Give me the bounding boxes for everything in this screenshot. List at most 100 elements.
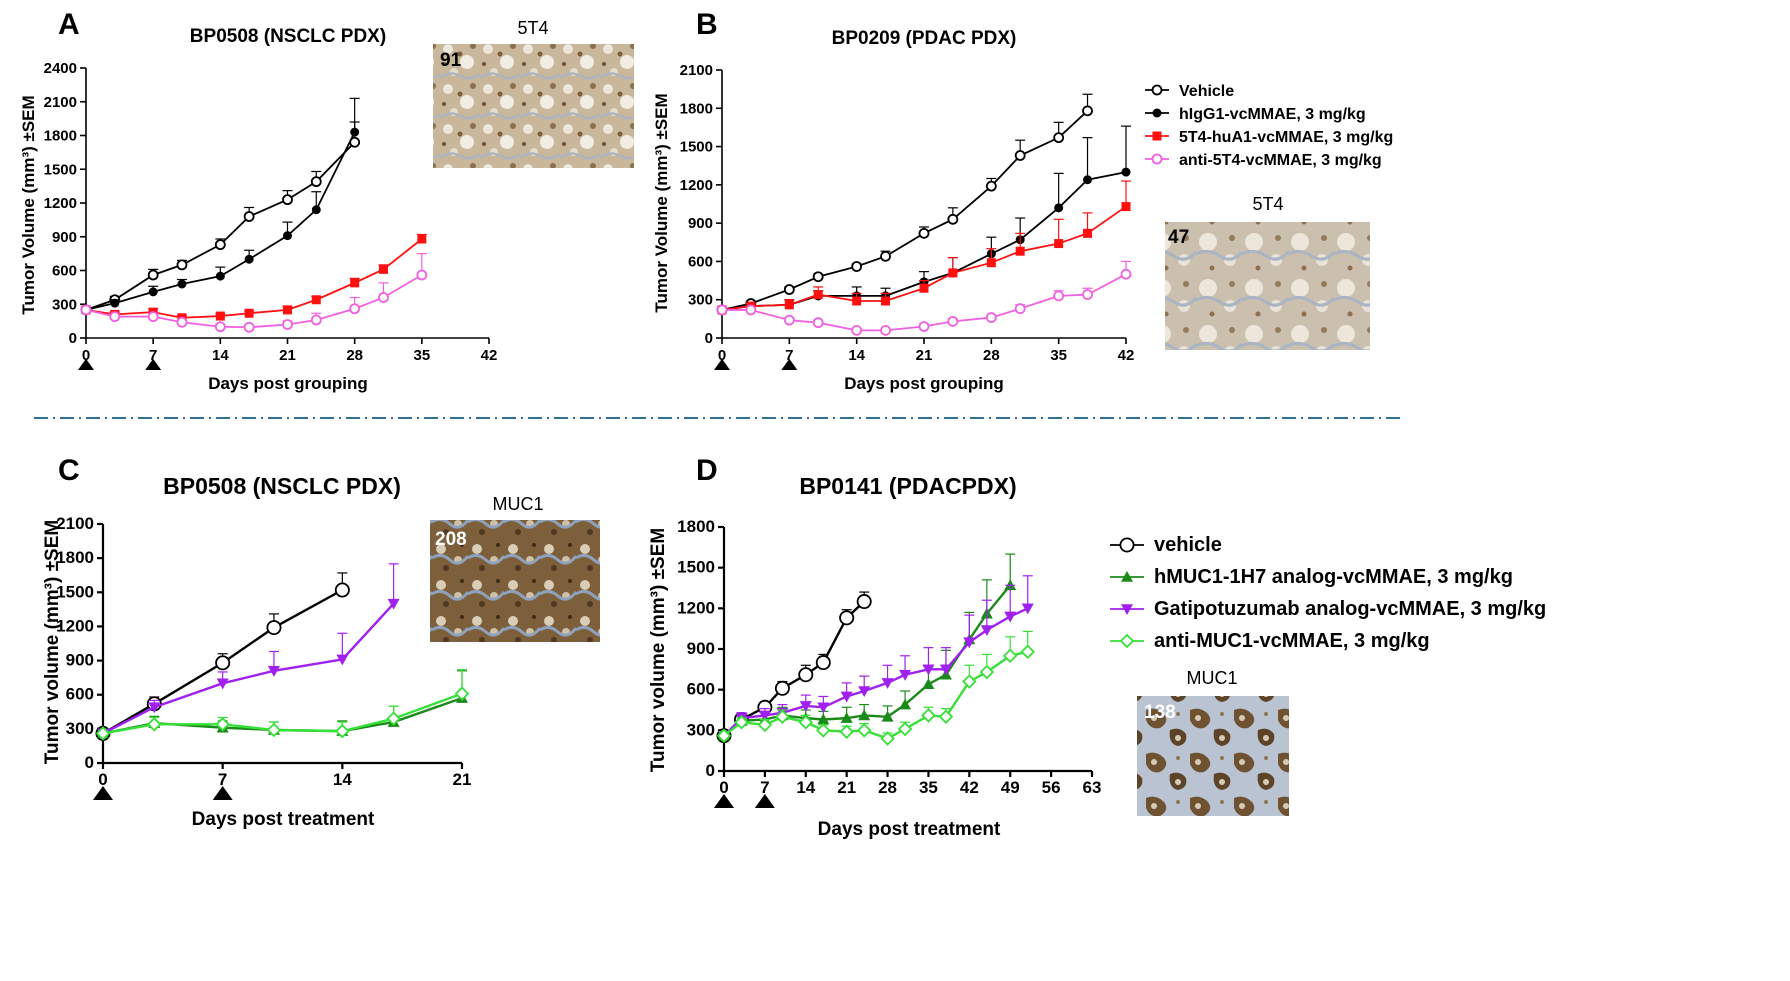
y-tick-label: 1800 [44, 128, 77, 145]
series-3 [716, 630, 1036, 746]
data-point [350, 278, 360, 288]
data-point [716, 728, 732, 744]
data-point [816, 723, 831, 738]
data-point [378, 264, 388, 274]
legend-swatch-marker [1121, 571, 1133, 582]
panel-letter: B [696, 8, 718, 41]
data-point [839, 724, 854, 739]
data-point [176, 316, 188, 328]
y-axis-label: Tumor volume (mm³) ±SEM [42, 520, 63, 764]
data-point [881, 678, 894, 689]
data-point [1020, 644, 1036, 659]
chart-title: BP0508 (NSCLC PDX) [163, 473, 401, 499]
legend-entry: hMUC1-1H7 analog-vcMMAE, 3 mg/kg [1154, 566, 1513, 588]
data-point [851, 324, 863, 336]
series-line [85, 131, 356, 311]
data-point [335, 723, 350, 739]
ihc-image [433, 44, 634, 168]
data-point [939, 664, 952, 676]
data-point [378, 292, 389, 303]
data-point [839, 610, 855, 626]
data-point [858, 709, 871, 721]
data-point [921, 708, 936, 723]
series-line [85, 141, 356, 311]
data-point [1083, 228, 1093, 238]
y-tick-label: 1800 [680, 100, 713, 117]
data-point [840, 691, 853, 703]
data-point [80, 304, 92, 316]
ihc-label: MUC1 [492, 494, 543, 514]
x-tick-label: 14 [333, 770, 352, 789]
data-point [899, 669, 912, 681]
ihc-label: MUC1 [1186, 668, 1237, 688]
x-tick-label: 0 [98, 770, 107, 789]
series-2 [81, 233, 427, 323]
data-point [1083, 175, 1093, 185]
dosing-arrow [714, 794, 734, 808]
data-point [799, 701, 812, 712]
x-tick-label: 35 [919, 778, 938, 797]
legend-entry: hIgG1-vcMMAE, 3 mg/kg [1179, 106, 1366, 123]
data-point [757, 717, 773, 733]
data-point [985, 312, 997, 323]
data-point [244, 254, 254, 264]
data-point [783, 314, 795, 326]
chart-title: BP0141 (PDACPDX) [799, 473, 1016, 499]
data-point [815, 655, 831, 671]
x-tick-label: 14 [796, 778, 815, 797]
data-point [775, 709, 790, 725]
data-point [856, 723, 872, 738]
dosing-arrow [78, 358, 94, 370]
data-point [948, 268, 958, 278]
data-point [1121, 167, 1131, 177]
series-line [85, 274, 423, 329]
y-axis-label: Tumor volume (mm³) ±SEM [648, 528, 669, 772]
data-point [147, 311, 159, 323]
x-tick-label: 28 [346, 347, 363, 364]
data-point [1004, 579, 1017, 591]
data-point [922, 664, 935, 676]
data-point [798, 714, 814, 730]
data-point [963, 637, 976, 649]
y-tick-label: 900 [52, 229, 77, 246]
x-tick-label: 21 [453, 770, 472, 789]
data-point [1082, 105, 1093, 117]
dosing-arrow [714, 358, 730, 370]
data-point [147, 717, 162, 732]
y-tick-label: 900 [687, 639, 715, 658]
x-tick-label: 21 [916, 347, 933, 364]
data-point [1082, 289, 1093, 301]
data-point [919, 283, 929, 293]
y-tick-label: 1500 [680, 139, 713, 156]
chart-plot: 0 300 600 900 1200 1500 1800 0 7 14 21 28 35 42 49 56 63 [677, 517, 1101, 808]
data-point [899, 698, 912, 710]
data-point [147, 269, 159, 281]
y-tick-label: 600 [52, 263, 77, 280]
panel-letter: D [696, 454, 718, 487]
data-point [214, 239, 226, 251]
y-tick-label: 1500 [56, 582, 94, 601]
y-tick-label: 0 [85, 753, 94, 772]
legend-entry: Vehicle [1179, 83, 1234, 100]
data-point [856, 594, 872, 610]
chart-title: BP0209 (PDAC PDX) [832, 28, 1017, 49]
x-tick-label: 7 [218, 770, 227, 789]
data-point [880, 731, 895, 746]
legend-swatch-marker [1152, 131, 1162, 141]
y-axis-label: Tumor Volume (mm³) ±SEM [19, 95, 38, 314]
y-tick-label: 900 [688, 215, 713, 232]
data-point [745, 304, 757, 316]
y-tick-label: 600 [688, 253, 713, 270]
data-point [1053, 290, 1065, 302]
data-point [311, 205, 321, 215]
data-point [880, 324, 891, 336]
x-tick-label: 21 [837, 778, 856, 797]
series-1 [97, 563, 400, 740]
chart-title: BP0508 (NSCLC PDX) [190, 26, 386, 47]
x-tick-label: 63 [1083, 778, 1102, 797]
series-3 [716, 260, 1132, 336]
data-point [962, 674, 977, 689]
chart-plot: 0 300 600 900 1200 1500 1800 2100 2400 0 7 14 21 28 35… [44, 60, 497, 370]
x-axis-label: Days post treatment [818, 819, 1001, 840]
ihc-score: 208 [435, 529, 467, 550]
